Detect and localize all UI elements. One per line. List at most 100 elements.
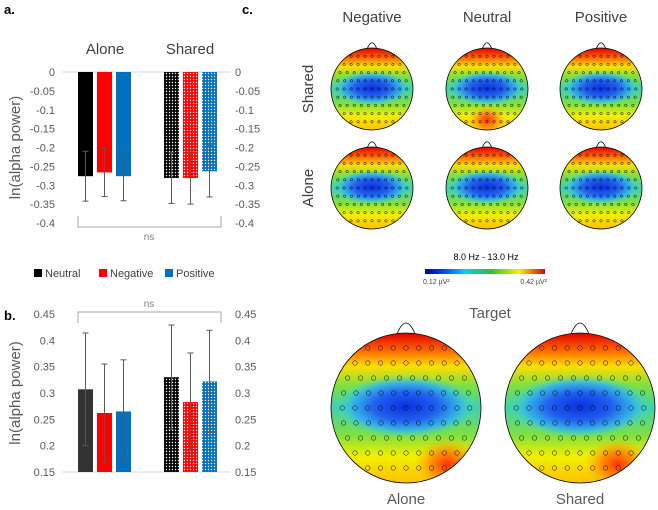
electrode	[613, 87, 617, 91]
electrode	[441, 345, 447, 351]
electrode	[416, 450, 422, 456]
electrode	[471, 120, 475, 124]
electrode	[565, 420, 571, 426]
electrode	[403, 360, 409, 366]
electrode	[377, 194, 381, 198]
y-tick-label-right: 0.4	[235, 335, 250, 347]
electrode	[631, 71, 635, 75]
electrode	[403, 390, 409, 396]
electrode	[609, 435, 615, 441]
electrode	[370, 87, 374, 91]
bar-negative-shared	[183, 72, 198, 179]
electrode	[464, 186, 468, 190]
electrode	[552, 420, 558, 426]
electrode	[610, 71, 614, 75]
electrode	[458, 194, 462, 198]
electrode	[391, 112, 395, 116]
electrode	[613, 161, 617, 165]
electrode	[585, 87, 589, 91]
electrode	[481, 71, 485, 75]
electrode	[617, 71, 621, 75]
electrode	[366, 71, 370, 75]
y-tick-label-left: -0.2	[36, 143, 55, 155]
electrode	[363, 161, 367, 165]
colorbar-max-label: 0.42 µV²	[520, 279, 547, 286]
electrode	[397, 435, 403, 441]
bar-neutral-shared	[164, 72, 179, 179]
electrode	[409, 375, 415, 381]
electrode	[526, 405, 532, 411]
bar-neutral-alone	[78, 72, 93, 177]
electrode	[363, 194, 367, 198]
electrode	[506, 186, 510, 190]
electrode	[352, 450, 358, 456]
electrode	[515, 420, 521, 426]
electrode	[485, 161, 489, 165]
bar-positive-alone	[116, 72, 131, 177]
electrode	[378, 465, 383, 471]
electrode	[592, 87, 596, 91]
electrode	[464, 62, 468, 66]
electrode	[391, 79, 394, 83]
electrode	[613, 112, 617, 116]
electrode	[492, 87, 496, 91]
electrode	[448, 375, 454, 381]
electrode	[599, 161, 603, 165]
electrode	[545, 375, 551, 381]
electrode	[352, 202, 356, 206]
electrode	[485, 211, 489, 215]
electrode	[613, 186, 617, 190]
electrode	[564, 450, 570, 456]
electrode	[378, 405, 383, 411]
electrode	[489, 71, 493, 75]
electrode	[460, 202, 464, 206]
electrode	[588, 103, 592, 107]
electrode	[359, 170, 363, 174]
electrode	[384, 87, 388, 91]
electrode	[572, 79, 576, 83]
y-tick-label-left: 0.3	[40, 388, 55, 400]
electrode	[465, 420, 471, 426]
electrode	[599, 211, 603, 215]
electrode	[363, 62, 367, 66]
electrode	[492, 120, 496, 124]
electrode	[478, 54, 482, 58]
y-tick-label-right: 0.2	[235, 441, 250, 453]
electrode	[390, 345, 396, 351]
electrode	[571, 211, 575, 215]
electrode	[471, 95, 475, 99]
electrode	[624, 202, 628, 206]
topomap	[330, 141, 414, 230]
electrode	[585, 153, 589, 157]
electrode	[467, 202, 471, 206]
electrode	[464, 161, 468, 165]
electrode	[577, 360, 583, 366]
electrode	[624, 71, 628, 75]
electrode	[350, 194, 353, 198]
electrode	[398, 161, 402, 165]
electrode	[577, 345, 583, 351]
electrode	[489, 202, 493, 206]
electrode	[478, 112, 482, 116]
electrode	[603, 345, 608, 351]
electrode	[624, 103, 628, 107]
topomap	[559, 42, 643, 131]
electrode	[624, 170, 628, 174]
electrode	[391, 62, 395, 66]
electrode	[471, 178, 475, 182]
electrode	[583, 375, 589, 381]
electrode	[363, 95, 367, 99]
electrode	[471, 79, 475, 83]
electrode	[519, 375, 525, 381]
nose-marker	[481, 141, 493, 149]
topomap	[445, 141, 529, 230]
electrode	[592, 112, 596, 116]
electrode	[370, 95, 374, 99]
electrode	[374, 202, 378, 206]
electrode	[384, 54, 388, 58]
electrode	[478, 211, 482, 215]
electrode	[613, 62, 617, 66]
electrode	[343, 194, 347, 198]
electrode	[378, 390, 384, 396]
electrode	[370, 79, 374, 83]
